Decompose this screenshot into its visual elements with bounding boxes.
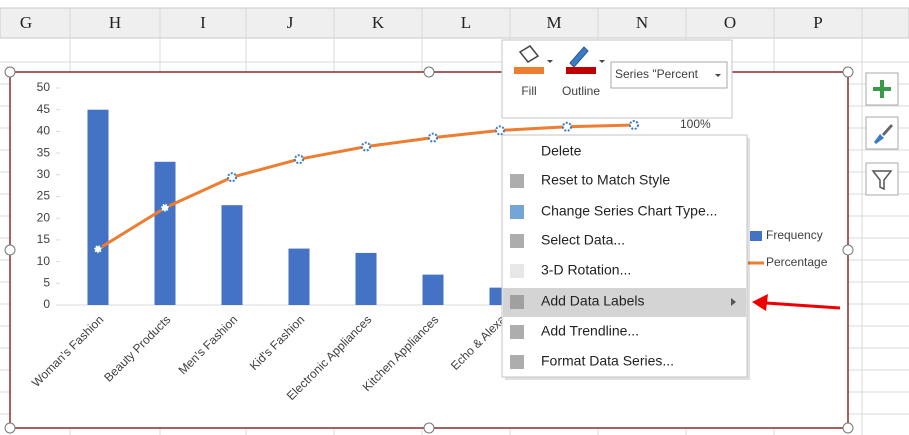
- menu-item[interactable]: Format Data Series...: [541, 353, 674, 369]
- column-header: I: [200, 13, 206, 32]
- y-tick-label: 30: [37, 167, 51, 181]
- resize-handle[interactable]: [4, 66, 16, 78]
- y-tick-label: 0: [43, 297, 50, 311]
- legend-swatch: [750, 231, 762, 241]
- outline-label: Outline: [562, 84, 600, 98]
- point-marker[interactable]: [428, 132, 438, 143]
- point-marker[interactable]: [495, 125, 505, 136]
- point-marker[interactable]: [294, 154, 304, 165]
- column-header: P: [813, 13, 822, 32]
- column-header: M: [546, 13, 561, 32]
- bar[interactable]: [422, 274, 444, 305]
- column-header: G: [20, 13, 32, 32]
- point-marker[interactable]: [160, 202, 170, 213]
- bar[interactable]: [355, 252, 377, 305]
- legend-label: Percentage: [766, 255, 828, 269]
- resize-handle[interactable]: [423, 422, 435, 434]
- point-marker[interactable]: [629, 120, 639, 130]
- menu-icon: [510, 264, 524, 278]
- y-tick-label: 35: [37, 145, 51, 159]
- menu-item[interactable]: Reset to Match Style: [541, 172, 670, 188]
- y-tick-label: 5: [43, 275, 50, 289]
- chart-elements-button[interactable]: [865, 72, 899, 106]
- legend-label: Frequency: [766, 228, 823, 242]
- bar[interactable]: [154, 161, 176, 305]
- y-tick-label: 50: [37, 80, 51, 94]
- chart-styles-button[interactable]: [865, 116, 899, 150]
- bar[interactable]: [288, 248, 310, 305]
- menu-icon: [510, 205, 524, 219]
- menu-item[interactable]: Add Trendline...: [541, 323, 639, 339]
- menu-item[interactable]: Add Data Labels: [541, 293, 645, 309]
- menu-item[interactable]: Change Series Chart Type...: [541, 203, 717, 219]
- series-selector[interactable]: Series "Percent: [610, 61, 728, 89]
- y-tick-label: 40: [37, 124, 51, 138]
- y-tick-label: 45: [37, 102, 51, 116]
- resize-handle[interactable]: [4, 244, 16, 256]
- context-menu: Delete Reset to Match Style Change Series …: [501, 134, 750, 380]
- fill-button[interactable]: Fill: [514, 45, 553, 98]
- resize-handle[interactable]: [842, 244, 854, 256]
- y-tick-label: 15: [37, 232, 51, 246]
- submenu-arrow: [731, 298, 736, 306]
- point-marker[interactable]: [93, 244, 103, 255]
- bar[interactable]: [221, 205, 243, 305]
- menu-icon: [510, 234, 524, 248]
- y-tick-label: 20: [37, 210, 51, 224]
- point-marker[interactable]: [227, 172, 237, 183]
- column-header: L: [461, 13, 471, 32]
- column-header-bar: [0, 7, 909, 39]
- y-tick-label: 25: [37, 189, 51, 203]
- menu-icon: [510, 355, 524, 369]
- outline-button[interactable]: Outline: [562, 46, 605, 98]
- fill-label: Fill: [521, 84, 536, 98]
- menu-icon: [510, 174, 524, 188]
- column-header: N: [636, 13, 648, 32]
- y-tick-label: 10: [37, 254, 51, 268]
- column-header: H: [109, 13, 121, 32]
- point-marker[interactable]: [562, 121, 572, 132]
- resize-handle[interactable]: [842, 422, 854, 434]
- y2-tick-label: 100%: [680, 117, 711, 131]
- chart-filters-button[interactable]: [865, 162, 899, 196]
- resize-handle[interactable]: [423, 66, 435, 78]
- menu-icon: [510, 325, 524, 339]
- series-selector-label: Series "Percent: [615, 67, 699, 81]
- resize-handle[interactable]: [842, 66, 854, 78]
- menu-item[interactable]: Delete: [541, 143, 582, 159]
- mini-toolbar: Fill Outline Series "Percent: [501, 39, 733, 119]
- bar[interactable]: [87, 109, 109, 305]
- annotation-arrow: [752, 294, 841, 311]
- menu-highlight: [503, 288, 746, 317]
- column-header: K: [372, 13, 385, 32]
- menu-item[interactable]: Select Data...: [541, 232, 625, 248]
- column-header: O: [724, 13, 736, 32]
- column-header: J: [287, 13, 294, 32]
- resize-handle[interactable]: [4, 422, 16, 434]
- point-marker[interactable]: [361, 141, 371, 152]
- menu-item: 3-D Rotation...: [541, 262, 631, 278]
- menu-icon: [510, 295, 524, 309]
